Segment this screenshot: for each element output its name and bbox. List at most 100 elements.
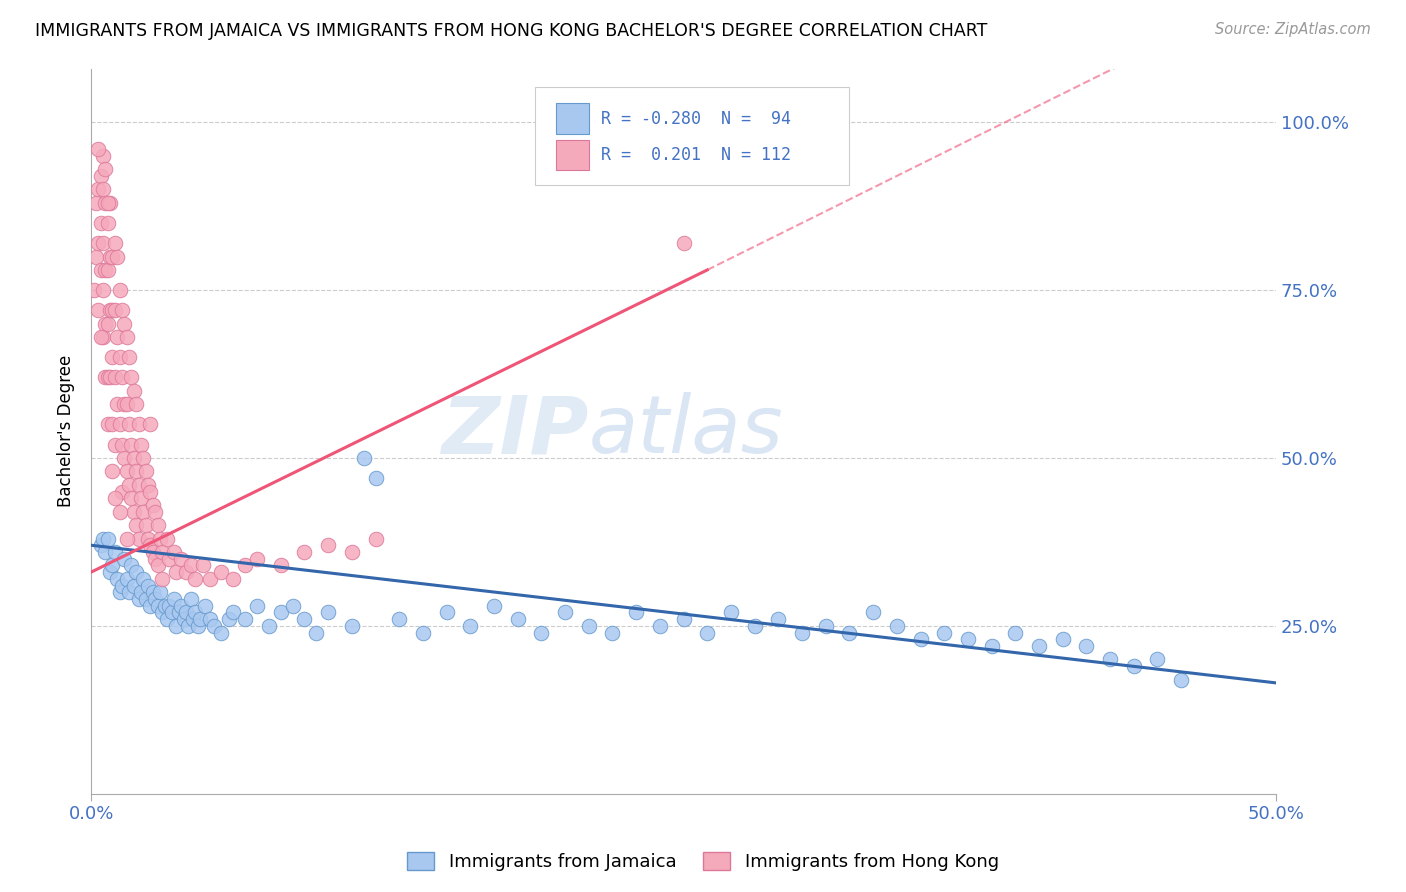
Point — [104, 437, 127, 451]
Point — [94, 263, 117, 277]
Point — [142, 545, 165, 559]
Point — [246, 551, 269, 566]
Text: Source: ZipAtlas.com: Source: ZipAtlas.com — [1215, 22, 1371, 37]
Point — [87, 182, 110, 196]
Point — [90, 538, 112, 552]
Point — [257, 619, 280, 633]
Text: R =  0.201  N = 112: R = 0.201 N = 112 — [600, 145, 790, 164]
Point — [115, 397, 138, 411]
Point — [1052, 632, 1074, 647]
Point — [150, 572, 173, 586]
Point — [744, 619, 766, 633]
Point — [125, 397, 148, 411]
Point — [142, 498, 165, 512]
Point — [91, 149, 114, 163]
Point — [125, 518, 148, 533]
Point — [129, 437, 152, 451]
Point — [108, 417, 131, 432]
Point — [184, 606, 207, 620]
Point — [163, 591, 186, 606]
Point — [886, 619, 908, 633]
Legend: Immigrants from Jamaica, Immigrants from Hong Kong: Immigrants from Jamaica, Immigrants from… — [399, 845, 1007, 879]
Point — [120, 558, 142, 573]
Point — [294, 545, 316, 559]
Point — [97, 370, 120, 384]
Point — [112, 450, 135, 465]
Point — [128, 417, 150, 432]
Point — [146, 558, 169, 573]
Point — [198, 612, 221, 626]
Point — [115, 532, 138, 546]
Point — [112, 551, 135, 566]
Point — [149, 532, 172, 546]
Point — [956, 632, 979, 647]
Point — [150, 606, 173, 620]
Point — [128, 591, 150, 606]
Point — [149, 585, 172, 599]
Point — [188, 612, 211, 626]
Point — [211, 565, 233, 579]
Point — [222, 606, 245, 620]
Point — [156, 612, 179, 626]
Point — [94, 545, 117, 559]
Point — [118, 585, 141, 599]
Point — [120, 437, 142, 451]
Point — [768, 612, 790, 626]
Point — [90, 216, 112, 230]
Point — [174, 565, 197, 579]
Point — [105, 397, 128, 411]
Point — [135, 464, 157, 478]
Point — [157, 599, 180, 613]
Point — [180, 591, 202, 606]
Point — [105, 330, 128, 344]
Point — [160, 606, 183, 620]
Point — [934, 625, 956, 640]
Point — [316, 538, 339, 552]
Point — [115, 330, 138, 344]
Point — [146, 599, 169, 613]
Point — [94, 162, 117, 177]
Point — [105, 572, 128, 586]
Point — [170, 551, 193, 566]
Point — [120, 491, 142, 506]
Point — [530, 625, 553, 640]
Point — [101, 558, 124, 573]
Point — [270, 558, 292, 573]
Point — [184, 572, 207, 586]
Point — [132, 505, 155, 519]
Point — [101, 250, 124, 264]
Point — [112, 317, 135, 331]
Point — [157, 551, 180, 566]
Point — [198, 572, 221, 586]
Point — [111, 303, 134, 318]
Point — [108, 350, 131, 364]
Point — [388, 612, 411, 626]
Point — [139, 484, 162, 499]
Text: R = -0.280  N =  94: R = -0.280 N = 94 — [600, 110, 790, 128]
Point — [150, 545, 173, 559]
Point — [340, 619, 363, 633]
Point — [142, 585, 165, 599]
Point — [143, 551, 166, 566]
Point — [101, 350, 124, 364]
Point — [316, 606, 339, 620]
Point — [720, 606, 742, 620]
Point — [246, 599, 269, 613]
Point — [146, 518, 169, 533]
Point — [166, 619, 188, 633]
Point — [177, 619, 200, 633]
Point — [122, 450, 145, 465]
Point — [94, 370, 117, 384]
Bar — [555, 103, 589, 134]
Point — [1004, 625, 1026, 640]
Point — [97, 532, 120, 546]
Point — [101, 417, 124, 432]
Point — [84, 195, 107, 210]
Point — [129, 491, 152, 506]
FancyBboxPatch shape — [536, 87, 849, 185]
Point — [98, 250, 121, 264]
Point — [97, 195, 120, 210]
Point — [111, 578, 134, 592]
Point — [98, 565, 121, 579]
Text: IMMIGRANTS FROM JAMAICA VS IMMIGRANTS FROM HONG KONG BACHELOR'S DEGREE CORRELATI: IMMIGRANTS FROM JAMAICA VS IMMIGRANTS FR… — [35, 22, 987, 40]
